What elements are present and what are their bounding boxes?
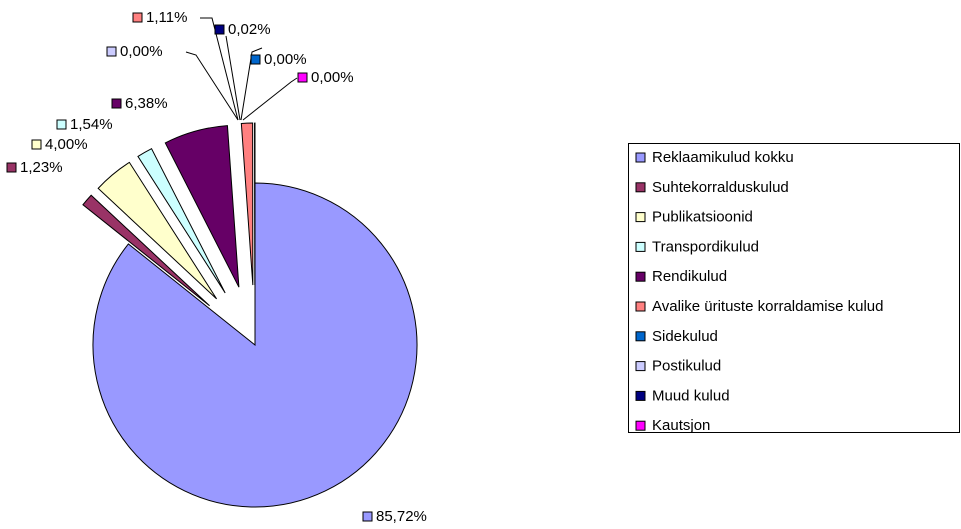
data-label: 1,23% xyxy=(20,159,63,176)
data-label: 1,11% xyxy=(146,9,187,26)
legend-label: Reklaamikulud kokku xyxy=(652,149,794,166)
pie-slice xyxy=(97,161,218,300)
leader-line xyxy=(242,77,298,121)
legend-label: Transpordikulud xyxy=(652,238,759,255)
legend-label: Avalike ürituste korraldamise kulud xyxy=(652,298,884,315)
label-swatch xyxy=(297,72,308,83)
pie-slice xyxy=(92,182,418,508)
leader-line xyxy=(200,17,239,121)
pie-slice xyxy=(164,125,240,288)
legend-label: Suhtekorralduskulud xyxy=(652,179,789,196)
legend-label: Publikatsioonid xyxy=(652,209,753,226)
legend-swatch xyxy=(635,271,646,282)
data-label: 0,00% xyxy=(120,43,163,60)
legend-swatch xyxy=(635,301,646,312)
data-label: 0,02% xyxy=(228,21,271,38)
data-label: 1,54% xyxy=(70,116,113,133)
legend-swatch xyxy=(635,420,646,431)
legend-swatch xyxy=(635,390,646,401)
legend-swatch xyxy=(635,182,646,193)
label-swatch xyxy=(362,511,373,522)
label-swatch xyxy=(6,162,17,173)
legend-label: Sidekulud xyxy=(652,328,718,345)
data-label: 6,38% xyxy=(125,95,168,112)
label-swatch xyxy=(106,46,117,57)
label-swatch xyxy=(250,54,261,65)
data-label: 0,00% xyxy=(264,51,307,68)
legend-swatch xyxy=(635,152,646,163)
legend-label: Muud kulud xyxy=(652,387,730,404)
label-swatch xyxy=(31,139,42,150)
pie-slice xyxy=(82,194,210,307)
label-swatch xyxy=(214,24,225,35)
legend-swatch xyxy=(635,241,646,252)
data-label: 0,00% xyxy=(311,69,354,86)
legend-label: Kautsjon xyxy=(652,417,710,434)
legend-label: Rendikulud xyxy=(652,268,727,285)
leader-line xyxy=(185,51,239,121)
pie-slice xyxy=(137,147,226,294)
legend-box xyxy=(628,143,960,433)
legend-label: Postikulud xyxy=(652,358,721,375)
legend-swatch xyxy=(635,361,646,372)
label-swatch xyxy=(132,12,143,23)
leader-line xyxy=(225,35,241,121)
leader-line xyxy=(240,47,263,121)
data-label: 4,00% xyxy=(45,136,88,153)
legend-swatch xyxy=(635,212,646,223)
data-label: 85,72% xyxy=(376,508,427,525)
label-swatch xyxy=(56,119,67,130)
label-swatch xyxy=(111,98,122,109)
legend-swatch xyxy=(635,331,646,342)
pie-slice xyxy=(240,122,254,286)
